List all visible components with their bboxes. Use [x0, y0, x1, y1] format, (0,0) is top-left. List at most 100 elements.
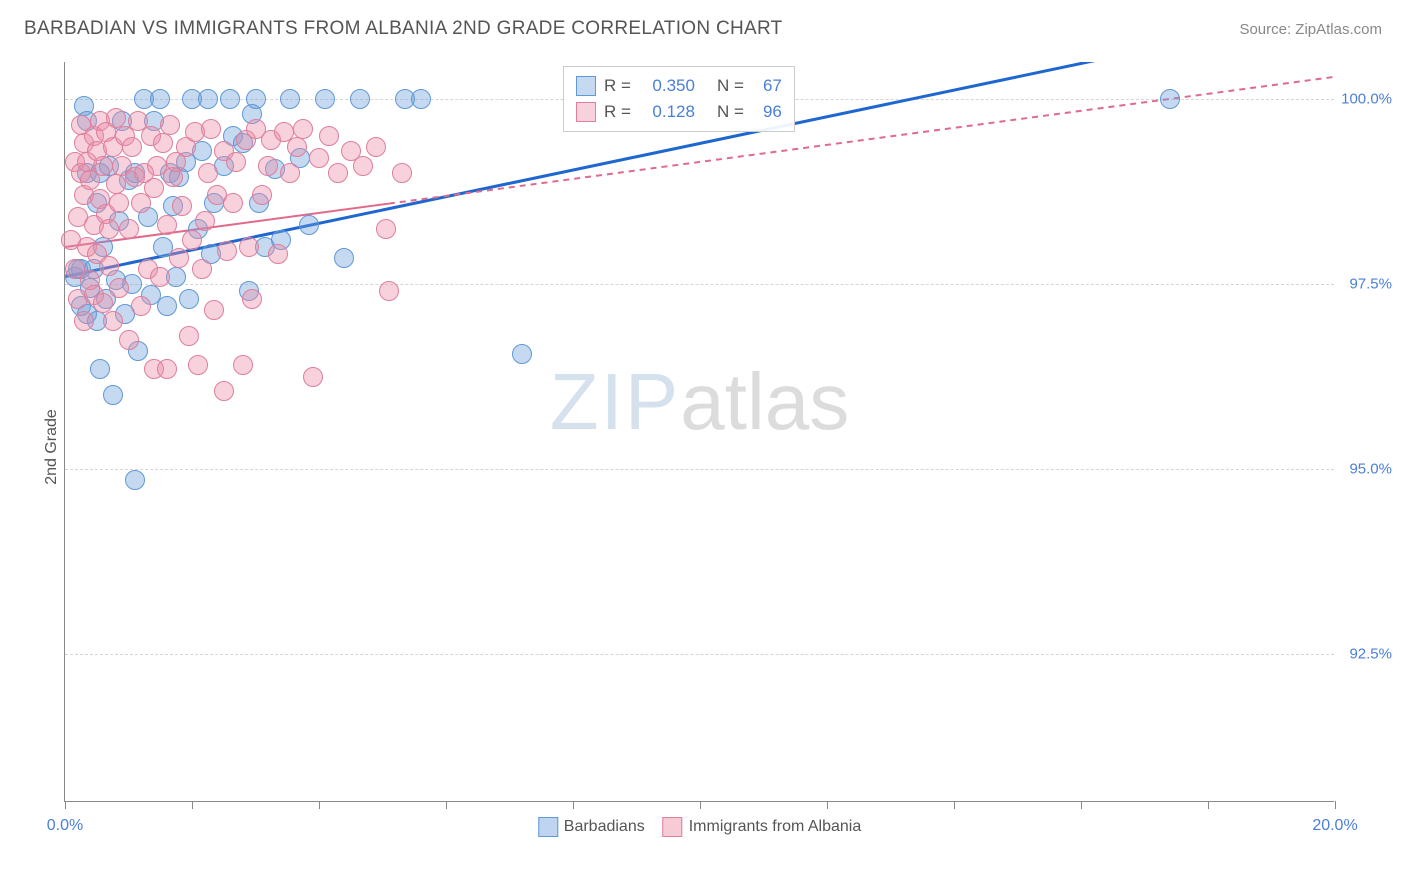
- x-tick-label: 0.0%: [47, 817, 83, 835]
- data-point: [258, 156, 278, 176]
- data-point: [179, 289, 199, 309]
- r-label: R =: [604, 102, 631, 122]
- data-point: [287, 137, 307, 157]
- data-point: [157, 359, 177, 379]
- legend-row: R =0.128N =96: [576, 99, 782, 125]
- data-point: [252, 185, 272, 205]
- x-tick: [192, 801, 193, 809]
- y-tick-label: 97.5%: [1349, 276, 1392, 293]
- data-point: [157, 296, 177, 316]
- data-point: [280, 89, 300, 109]
- data-point: [280, 163, 300, 183]
- data-point: [160, 115, 180, 135]
- data-point: [103, 385, 123, 405]
- data-point: [150, 89, 170, 109]
- data-point: [233, 355, 253, 375]
- x-tick-label: 20.0%: [1312, 817, 1357, 835]
- legend-swatch: [663, 817, 683, 837]
- y-tick-label: 100.0%: [1341, 91, 1392, 108]
- data-point: [125, 470, 145, 490]
- plot-area: ZIPatlas 92.5%95.0%97.5%100.0%0.0%20.0%R…: [64, 62, 1334, 802]
- data-point: [119, 330, 139, 350]
- correlation-legend: R =0.350N =67R =0.128N =96: [563, 66, 795, 132]
- data-point: [319, 126, 339, 146]
- data-point: [195, 211, 215, 231]
- data-point: [268, 244, 288, 264]
- data-point: [328, 163, 348, 183]
- data-point: [217, 241, 237, 261]
- data-point: [512, 344, 532, 364]
- data-point: [198, 89, 218, 109]
- data-point: [379, 281, 399, 301]
- x-tick: [319, 801, 320, 809]
- x-tick: [700, 801, 701, 809]
- data-point: [172, 196, 192, 216]
- legend-label: Immigrants from Albania: [689, 818, 862, 836]
- data-point: [99, 219, 119, 239]
- data-point: [334, 248, 354, 268]
- header: BARBADIAN VS IMMIGRANTS FROM ALBANIA 2ND…: [0, 0, 1406, 50]
- data-point: [153, 133, 173, 153]
- x-tick: [65, 801, 66, 809]
- data-point: [106, 174, 126, 194]
- data-point: [144, 178, 164, 198]
- chart-container: 2nd Grade ZIPatlas 92.5%95.0%97.5%100.0%…: [14, 52, 1392, 842]
- x-tick: [827, 801, 828, 809]
- data-point: [119, 219, 139, 239]
- data-point: [353, 156, 373, 176]
- gridline: [65, 654, 1334, 655]
- data-point: [303, 367, 323, 387]
- data-point: [1160, 89, 1180, 109]
- chart-title: BARBADIAN VS IMMIGRANTS FROM ALBANIA 2ND…: [24, 18, 783, 40]
- data-point: [103, 311, 123, 331]
- legend-item: Immigrants from Albania: [663, 817, 862, 837]
- watermark: ZIPatlas: [550, 356, 849, 448]
- n-label: N =: [717, 76, 744, 96]
- source-label: Source: ZipAtlas.com: [1239, 21, 1382, 38]
- gridline: [65, 469, 1334, 470]
- data-point: [93, 293, 113, 313]
- data-point: [192, 259, 212, 279]
- legend-row: R = 0.350 N = 67: [576, 73, 782, 99]
- data-point: [293, 119, 313, 139]
- trend-overlay: [65, 62, 1335, 802]
- data-point: [157, 215, 177, 235]
- data-point: [299, 215, 319, 235]
- data-point: [93, 156, 113, 176]
- data-point: [223, 193, 243, 213]
- y-tick-label: 92.5%: [1349, 646, 1392, 663]
- y-tick-label: 95.0%: [1349, 461, 1392, 478]
- data-point: [315, 89, 335, 109]
- data-point: [246, 89, 266, 109]
- data-point: [169, 248, 189, 268]
- data-point: [220, 89, 240, 109]
- r-label: R =: [604, 76, 631, 96]
- r-value: 0.350: [639, 76, 695, 96]
- x-tick: [446, 801, 447, 809]
- data-point: [411, 89, 431, 109]
- data-point: [122, 137, 142, 157]
- data-point: [109, 278, 129, 298]
- data-point: [198, 163, 218, 183]
- x-tick: [954, 801, 955, 809]
- data-point: [366, 137, 386, 157]
- x-tick: [573, 801, 574, 809]
- data-point: [350, 89, 370, 109]
- data-point: [204, 300, 224, 320]
- legend-swatch: [576, 76, 596, 96]
- data-point: [239, 237, 259, 257]
- legend-label: Barbadians: [564, 818, 645, 836]
- y-axis-label: 2nd Grade: [43, 409, 61, 485]
- data-point: [74, 311, 94, 331]
- legend-swatch: [576, 102, 596, 122]
- n-value: 67: [752, 76, 782, 96]
- legend-swatch: [538, 817, 558, 837]
- x-tick: [1081, 801, 1082, 809]
- r-value: 0.128: [639, 102, 695, 122]
- data-point: [99, 256, 119, 276]
- series-legend: Barbadians Immigrants from Albania: [538, 817, 861, 837]
- data-point: [131, 296, 151, 316]
- data-point: [188, 355, 208, 375]
- data-point: [376, 219, 396, 239]
- data-point: [201, 119, 221, 139]
